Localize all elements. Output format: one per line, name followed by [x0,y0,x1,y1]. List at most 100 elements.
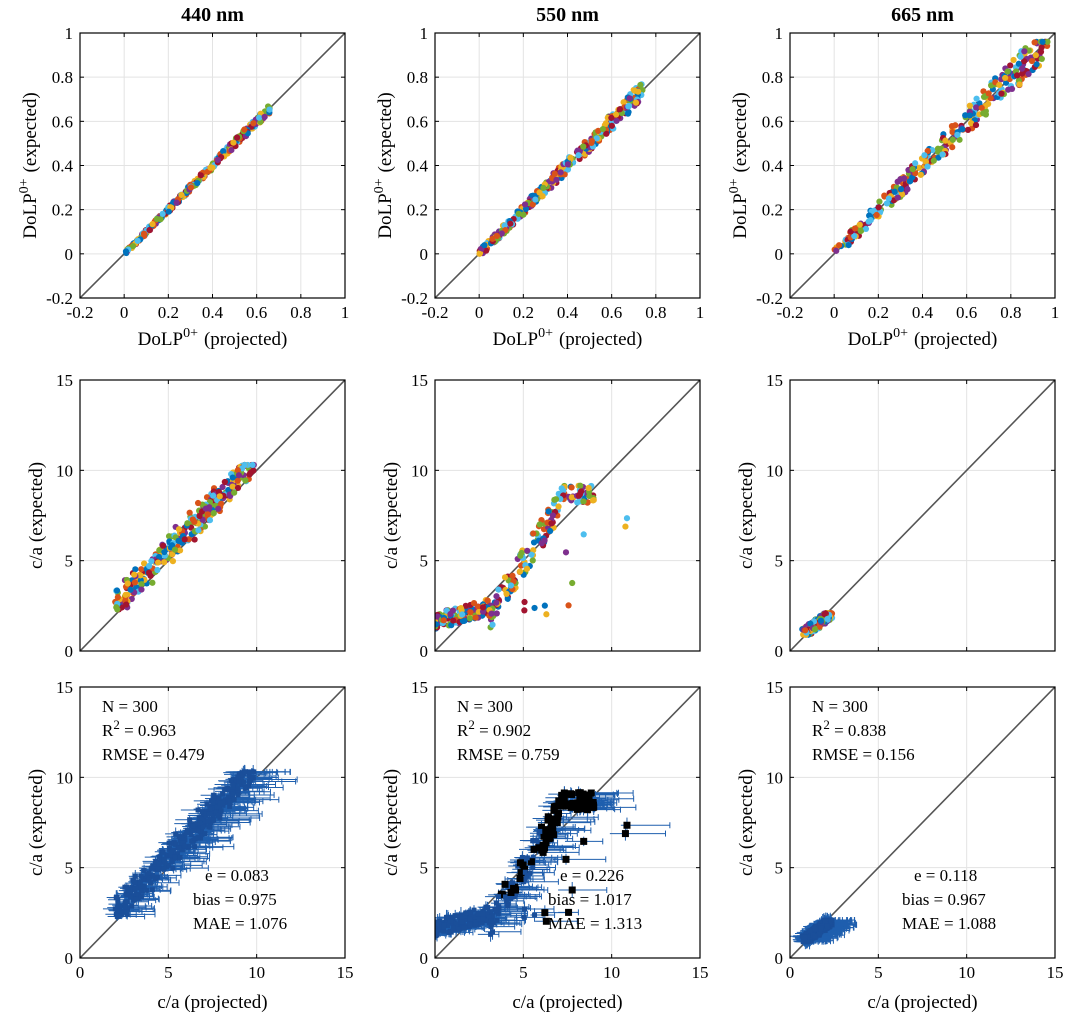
data-point [216,493,223,500]
data-point-square [468,912,474,918]
data-point [435,621,440,628]
data-points [799,609,836,638]
data-point-square [516,859,524,867]
data-point [956,136,963,143]
data-point-square [169,858,175,864]
data-point [980,110,987,117]
data-point-square [583,806,591,814]
data-point [549,512,556,519]
data-point-square [435,928,439,934]
identity-line [790,687,1055,958]
x-tick-label: 5 [519,963,528,982]
data-point-square [532,912,538,918]
data-point-square [200,824,206,830]
data-point [987,95,994,102]
data-point-square [190,823,196,829]
data-point [147,572,154,579]
data-point-square [207,824,213,830]
panel-row3-col2: 0 5 10 15 0 5 10 15 c/a (expected) c/a (projected… [381,678,709,1013]
x-tick-label: 0.6 [246,303,267,322]
data-point-square [486,914,492,920]
data-point-square [138,894,144,900]
data-point-square [114,908,120,914]
data-point [484,597,491,604]
data-point [493,610,500,617]
data-point-square [156,861,162,867]
data-point [1021,48,1028,55]
y-tick-label: -0.2 [401,289,428,308]
data-point-square [156,854,162,860]
data-point-square [246,778,252,784]
data-point [228,147,235,154]
data-point [450,617,457,624]
x-tick-label: 0.6 [601,303,622,322]
data-point [966,102,973,109]
data-point-square [509,893,515,899]
data-point-square [129,903,135,909]
data-point-square [122,905,128,911]
y-tick-label: 5 [775,552,784,571]
data-point [528,551,535,558]
data-point [833,247,840,254]
data-point [954,131,961,138]
data-point-square [559,798,567,806]
data-point-square [444,915,450,921]
y-axis-label: c/a (expected) [381,462,402,569]
stat-line: MAE = 1.313 [548,914,642,933]
data-point-square [450,925,456,931]
x-axis-label: c/a (projected) [157,992,267,1013]
data-point [256,114,263,121]
data-point-square [537,823,545,831]
data-point-square [198,832,204,838]
data-point [178,191,185,199]
data-point [481,242,488,249]
stat-line: N = 300 [102,697,158,716]
data-point-square [235,785,241,791]
x-tick-label: 0.2 [158,303,179,322]
data-point-square [166,840,172,846]
data-point [626,95,633,102]
data-point [529,557,536,564]
data-point-square [233,778,239,784]
data-point-square [179,847,185,853]
x-tick-label: 0.4 [202,303,224,322]
x-tick-label: 0.8 [645,303,666,322]
data-point-square [250,775,256,781]
data-point-square [146,870,152,876]
data-point [580,498,587,505]
data-point [461,617,468,624]
stat-line: RMSE = 0.479 [102,745,205,764]
data-point-square [211,792,217,798]
x-tick-label: 0.2 [868,303,889,322]
data-point [210,510,217,517]
data-point [567,154,574,161]
data-point-square [125,887,131,893]
data-point-square [448,929,454,935]
data-point [204,511,211,518]
data-point [230,139,237,146]
data-point [249,461,256,469]
data-point-square [463,910,469,916]
data-point [939,151,946,158]
data-point-square [173,831,179,837]
data-point [521,201,529,208]
data-point [959,126,966,133]
data-point [159,210,166,217]
data-point [524,547,531,554]
data-point-square [139,888,145,894]
data-point-square [114,895,120,901]
data-point [479,608,487,615]
data-point [949,129,956,136]
data-point [551,170,558,177]
data-point [1013,72,1021,79]
data-point [949,136,956,143]
data-point [634,88,642,95]
data-point [229,483,236,490]
stat-line: N = 300 [457,697,513,716]
data-point [149,579,156,586]
data-point-square [497,890,505,898]
data-point-square [211,795,217,801]
data-point-square [204,801,210,807]
x-tick-label: 0.2 [513,303,534,322]
